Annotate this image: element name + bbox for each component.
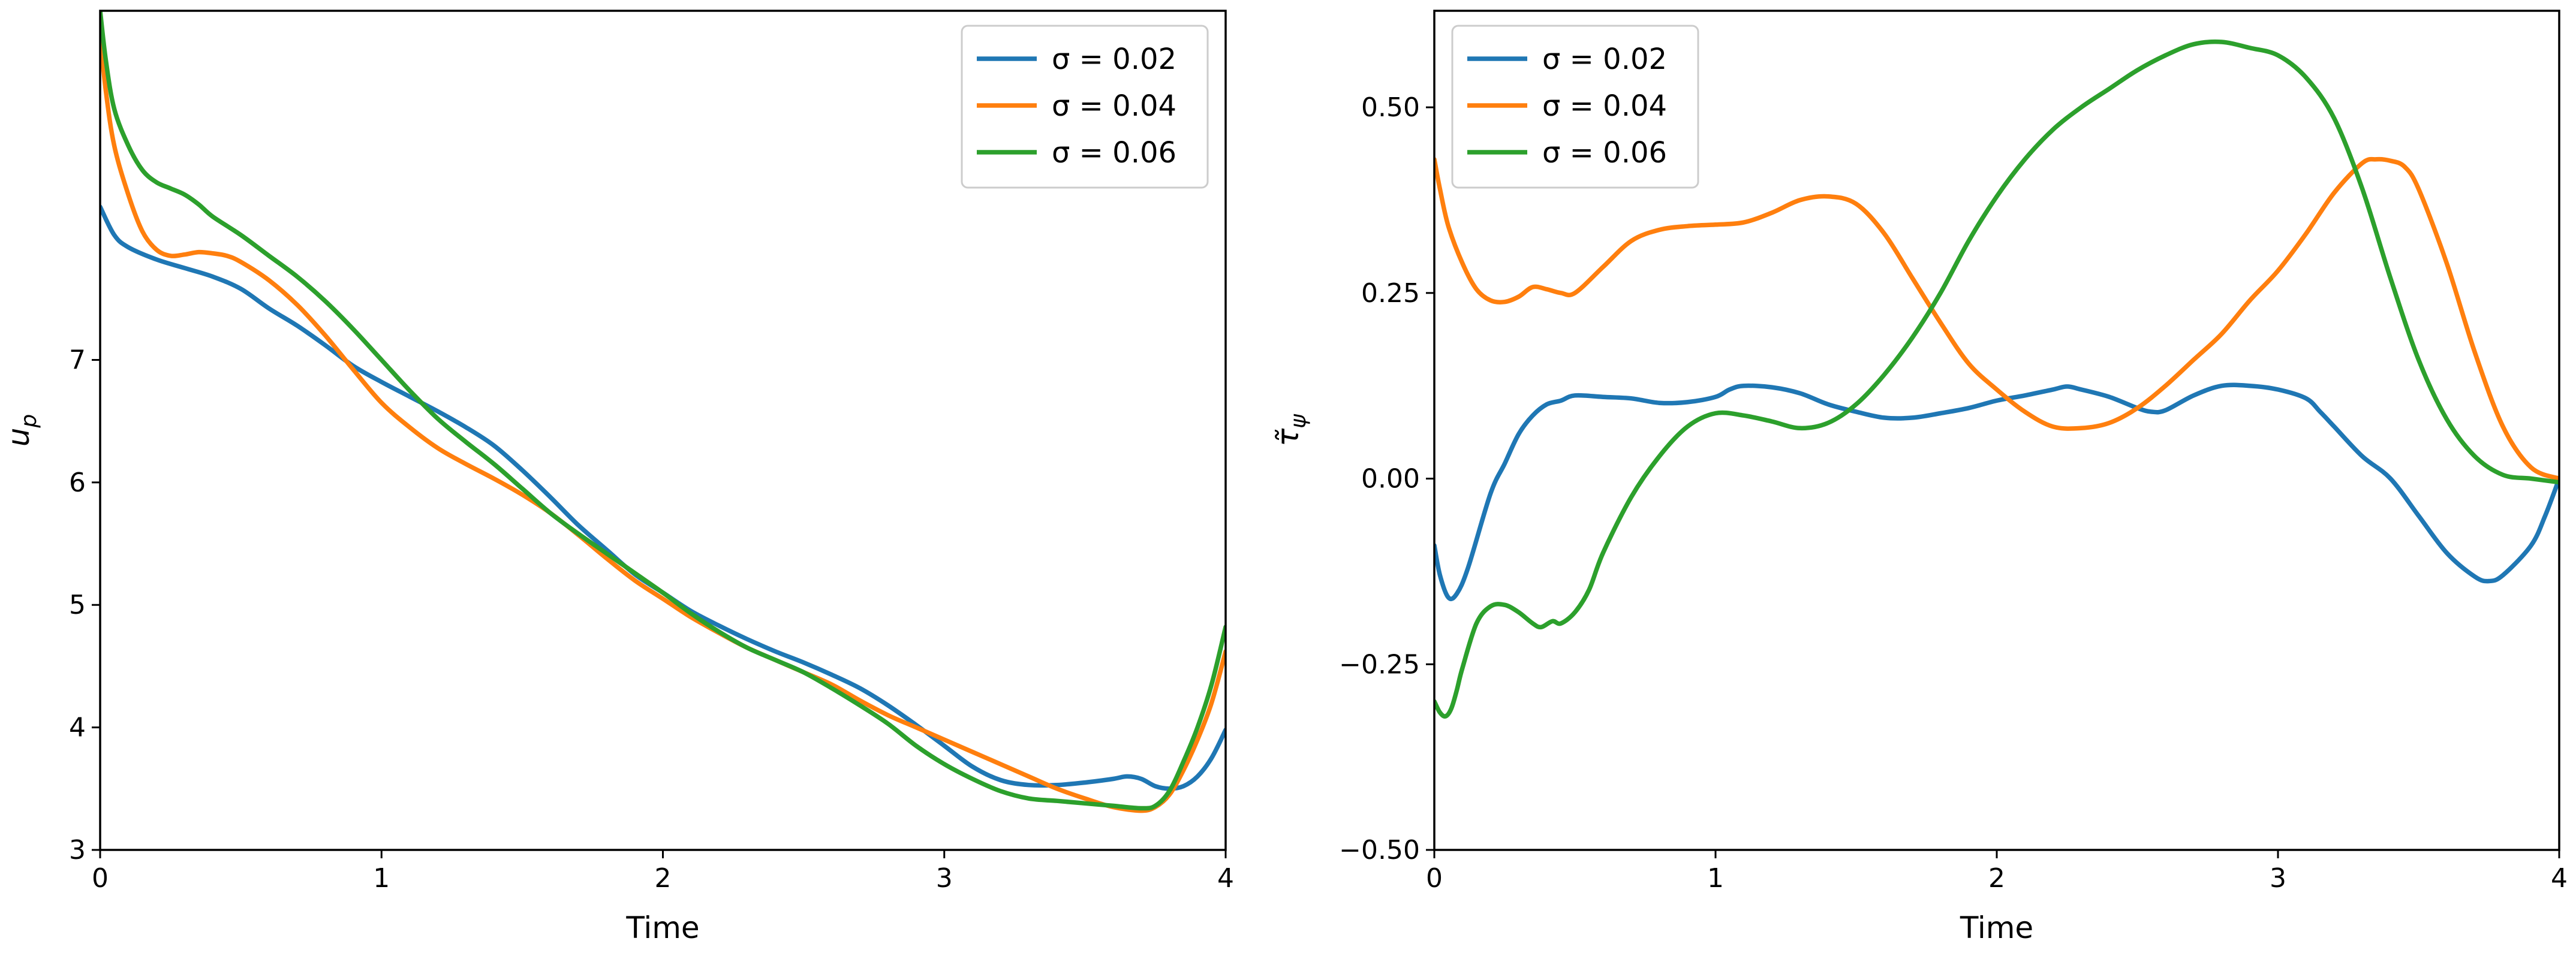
series-line-1 — [100, 33, 1226, 813]
x-tick-label: 2 — [1988, 863, 2005, 894]
y-tick-label: 3 — [69, 835, 86, 865]
x-tick-label: 0 — [1426, 863, 1443, 894]
series-line-2 — [1434, 39, 2559, 719]
series-group — [1434, 39, 2559, 719]
y-tick-label: −0.50 — [1339, 835, 1420, 865]
legend-label-2: σ = 0.06 — [1052, 136, 1176, 170]
series-line-0 — [100, 204, 1226, 791]
legend-box — [1451, 25, 1699, 189]
y-tick-label: −0.25 — [1339, 649, 1420, 680]
x-tick-label: 3 — [936, 863, 953, 894]
legend: σ = 0.02 σ = 0.04 σ = 0.06 — [961, 25, 1209, 189]
legend-box — [961, 25, 1209, 189]
y-tick-label: 4 — [69, 713, 86, 743]
y-tick-label: 0.25 — [1361, 278, 1420, 309]
x-tick-label: 0 — [92, 863, 109, 894]
y-tick-label: 0.00 — [1361, 464, 1420, 494]
y-axis-label: up — [1, 414, 41, 447]
x-tick-label: 2 — [655, 863, 672, 894]
x-tick-label: 4 — [1217, 863, 1234, 894]
legend-label-1: σ = 0.04 — [1542, 89, 1667, 123]
series-line-2 — [100, 11, 1226, 811]
y-tick-label: 6 — [69, 468, 86, 498]
y-tick-label: 7 — [69, 345, 86, 375]
x-axis-label: Time — [625, 910, 699, 945]
y-tick-label: 0.50 — [1361, 92, 1420, 123]
y-axis-label: τ̃ψ — [1271, 414, 1311, 447]
legend-label-1: σ = 0.04 — [1052, 89, 1176, 123]
legend-label-2: σ = 0.06 — [1542, 136, 1667, 170]
x-tick-label: 1 — [373, 863, 390, 894]
legend: σ = 0.02 σ = 0.04 σ = 0.06 — [1451, 25, 1699, 189]
x-axis-label: Time — [1960, 910, 2033, 945]
x-tick-label: 4 — [2551, 863, 2568, 894]
left-chart-panel: 0 1 2 3 4 3 4 5 6 7 Time up σ = 0.02 σ = 0.04 σ = 0.06 — [1, 10, 1234, 945]
series-group — [100, 11, 1226, 813]
x-tick-label: 1 — [1707, 863, 1724, 894]
series-line-1 — [1434, 156, 2559, 481]
right-chart-panel: 0 1 2 3 4 −0.50 −0.25 0.00 0.25 0.50 Time τ̃ψ σ = 0.… — [1271, 10, 2568, 945]
y-tick-label: 5 — [69, 590, 86, 620]
legend-label-0: σ = 0.02 — [1052, 43, 1176, 76]
x-tick-label: 3 — [2270, 863, 2286, 894]
series-line-0 — [1434, 382, 2559, 601]
legend-label-0: σ = 0.02 — [1542, 43, 1667, 76]
